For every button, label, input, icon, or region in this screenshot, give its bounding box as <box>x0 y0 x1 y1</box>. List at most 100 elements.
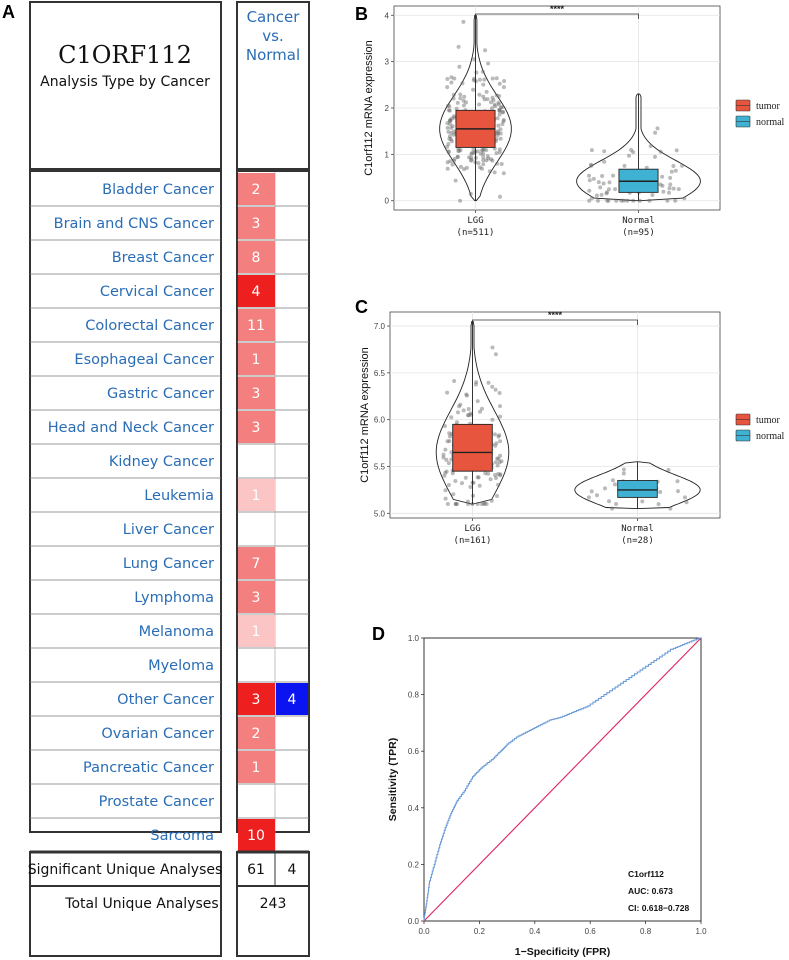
data-point <box>596 198 600 203</box>
data-point <box>451 92 456 97</box>
header-cancer: Cancer <box>247 8 301 26</box>
data-point <box>497 391 502 395</box>
data-point <box>441 452 446 457</box>
data-point <box>490 106 494 111</box>
data-point <box>495 463 500 468</box>
data-point <box>673 198 678 203</box>
data-point <box>455 155 460 159</box>
data-point <box>476 475 481 480</box>
data-point <box>492 170 497 175</box>
x-tick-label: 1.0 <box>695 927 707 936</box>
data-point <box>586 495 591 500</box>
data-point <box>461 103 466 108</box>
data-point <box>447 431 452 436</box>
data-point <box>498 472 503 477</box>
data-point <box>676 489 680 494</box>
y-tick-label: 7.0 <box>374 322 386 331</box>
data-point <box>466 407 471 411</box>
up-cell <box>238 343 275 375</box>
data-point <box>491 98 496 103</box>
data-point <box>671 164 676 168</box>
up-count: 2 <box>252 182 261 198</box>
x-n-label: (n=28) <box>621 536 654 546</box>
data-point <box>498 194 502 199</box>
data-point <box>478 165 482 170</box>
data-point <box>587 198 592 203</box>
data-point <box>445 121 450 126</box>
data-point <box>495 133 500 138</box>
data-point <box>610 478 615 483</box>
data-point <box>445 85 450 90</box>
data-point <box>490 417 495 422</box>
data-point <box>455 100 460 105</box>
up-cell <box>238 581 275 613</box>
down-cell <box>276 683 308 715</box>
data-point <box>494 76 499 81</box>
up-count: 1 <box>252 352 261 368</box>
x-tick-label: LGG <box>464 524 480 534</box>
up-count: 4 <box>252 284 261 300</box>
data-point <box>443 496 448 501</box>
data-point <box>648 144 653 149</box>
data-point <box>653 130 658 135</box>
up-count: 1 <box>252 488 261 504</box>
y-tick-label: 2 <box>385 104 390 113</box>
data-point <box>497 108 502 113</box>
panel-b-label: B <box>355 4 368 24</box>
x-tick-label: Normal <box>621 524 654 534</box>
data-point <box>611 173 616 178</box>
violin-normal <box>576 93 701 202</box>
data-point <box>450 471 455 476</box>
data-point <box>596 180 601 185</box>
data-point <box>498 414 503 419</box>
data-point <box>496 472 501 476</box>
data-point <box>631 198 636 203</box>
up-cell <box>238 683 275 715</box>
data-point <box>496 131 501 136</box>
data-point <box>470 150 474 155</box>
data-point <box>462 167 466 172</box>
data-point <box>655 126 660 131</box>
data-point <box>486 156 491 161</box>
legend-label-tumor: tumor <box>756 415 781 426</box>
data-point <box>469 158 473 163</box>
y-axis-label: C1orf112 mRNA expression <box>363 40 375 176</box>
data-point <box>460 481 464 486</box>
up-cell <box>238 241 275 273</box>
up-cell <box>238 615 275 647</box>
data-point <box>474 79 478 84</box>
data-point <box>471 493 476 498</box>
data-point <box>474 70 479 75</box>
data-point <box>497 150 502 155</box>
up-count: 3 <box>252 386 261 402</box>
data-point <box>448 122 452 126</box>
data-point <box>484 158 489 163</box>
data-point <box>451 96 456 101</box>
data-point <box>449 116 454 121</box>
x-tick-label: 0.6 <box>585 927 597 936</box>
data-point <box>482 97 487 102</box>
data-point <box>587 188 592 193</box>
data-point <box>446 150 451 155</box>
data-point <box>627 153 631 158</box>
data-point <box>458 96 463 101</box>
y-tick-label: 0.6 <box>408 747 420 756</box>
data-point <box>680 163 685 168</box>
panel-a-label: A <box>2 2 15 22</box>
data-point <box>602 149 607 154</box>
data-point <box>494 441 499 446</box>
data-point <box>488 477 493 482</box>
data-point <box>453 502 458 506</box>
cancer-name: Head and Neck Cancer <box>48 420 214 436</box>
data-point <box>589 148 594 153</box>
data-point <box>501 119 506 124</box>
data-point <box>658 149 663 154</box>
diagonal-line <box>423 637 702 922</box>
data-point <box>454 106 459 111</box>
data-point <box>614 198 619 203</box>
y-tick-label: 0.4 <box>408 804 420 813</box>
significant-down-count: 4 <box>288 862 297 878</box>
data-point <box>446 129 451 134</box>
data-point <box>466 413 470 418</box>
data-point <box>448 118 453 123</box>
